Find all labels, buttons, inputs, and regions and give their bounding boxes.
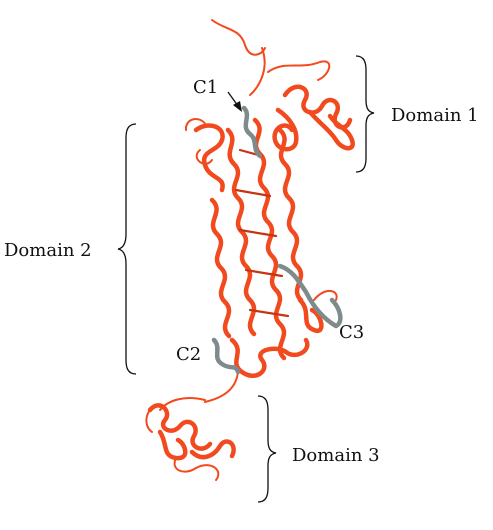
c1-pointer-arrow <box>227 91 242 112</box>
c2-label: C2 <box>176 344 201 365</box>
c3-segment <box>277 263 343 329</box>
domain1-label: Domain 1 <box>391 105 479 126</box>
domain3-label: Domain 3 <box>292 445 380 466</box>
domain2-brace <box>117 123 137 375</box>
domain3-brace <box>257 395 277 503</box>
c2-segment <box>211 337 241 375</box>
domain2-label: Domain 2 <box>4 240 92 261</box>
c3-label: C3 <box>339 322 364 343</box>
c1-label: C1 <box>193 77 218 98</box>
c1-segment <box>241 105 263 159</box>
cysteine-regions <box>211 105 343 375</box>
protein-ribbon <box>145 19 355 481</box>
domain1-brace <box>355 55 375 173</box>
